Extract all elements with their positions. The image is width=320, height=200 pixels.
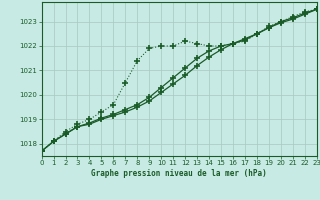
X-axis label: Graphe pression niveau de la mer (hPa): Graphe pression niveau de la mer (hPa) [91, 169, 267, 178]
